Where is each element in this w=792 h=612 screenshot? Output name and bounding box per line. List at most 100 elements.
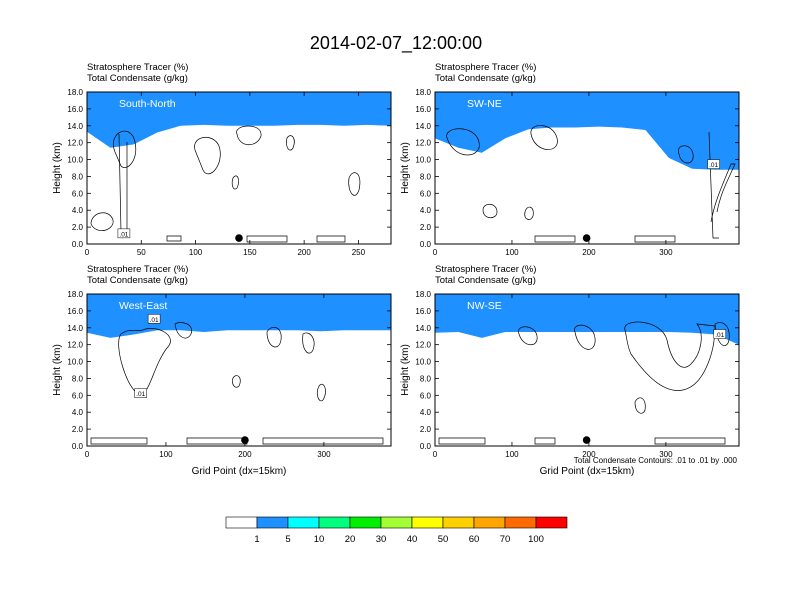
y-tick-label: 2.0 <box>72 425 84 434</box>
region-label: NW-SE <box>467 300 502 312</box>
colorbar-tick-label: 60 <box>469 534 480 545</box>
y-tick-label: 16.0 <box>415 105 431 114</box>
condensate-contour <box>534 437 556 445</box>
condensate-contour <box>446 128 480 156</box>
y-tick-label: 8.0 <box>420 374 432 383</box>
colorbar-tick-label: 70 <box>500 534 511 545</box>
contour-note: Total Condensate Contours: .01 to .01 by… <box>574 456 738 465</box>
panel-subtitle-field: Stratosphere Tracer (%) <box>435 62 536 73</box>
tracer-layer-1 <box>435 92 739 170</box>
y-tick-label: 4.0 <box>420 206 432 215</box>
condensate-contour <box>634 397 646 414</box>
condensate-contour <box>113 130 137 168</box>
location-marker <box>235 234 243 242</box>
panel-subtitle-contour: Total Condensate (g/kg) <box>87 73 188 84</box>
x-tick-label: 200 <box>297 248 311 257</box>
contour-label: .01 <box>709 162 718 169</box>
contour-label-box <box>707 159 720 169</box>
condensate-contour <box>118 328 171 395</box>
tracer-layer-1 <box>87 92 391 148</box>
colorbar: 1 5 10 20 30 40 50 60 70 100 <box>225 516 568 545</box>
panel-subtitle-contour: Total Condensate (g/kg) <box>435 73 536 84</box>
colorbar-swatch <box>535 516 568 529</box>
y-tick-label: 12.0 <box>415 139 431 148</box>
x-tick-label: 100 <box>505 248 519 257</box>
figure-title: 2014-02-07_12:00:00 <box>310 33 482 54</box>
colorbar-tick-label: 100 <box>528 534 544 545</box>
x-tick-label: 0 <box>433 450 438 459</box>
panel-south-north: .01 0 50 100 150 200 250 0.0 2.0 4.0 6.0 8.0 10.0 12.… <box>52 62 392 257</box>
plot-frame <box>86 91 392 245</box>
x-tick-label: 300 <box>659 450 673 459</box>
panel-subtitle-field: Stratosphere Tracer (%) <box>435 264 536 275</box>
colorbar-tick-label: 1 <box>254 534 259 545</box>
x-tick-label: 250 <box>352 248 366 257</box>
y-tick-label: 0.0 <box>72 240 84 249</box>
y-tick-label: 2.0 <box>420 223 432 232</box>
y-tick-label: 6.0 <box>420 391 432 400</box>
region-label: SW-NE <box>467 98 502 110</box>
condensate-contour <box>534 235 576 243</box>
y-tick-label: 10.0 <box>415 156 431 165</box>
panel-subtitle-contour: Total Condensate (g/kg) <box>435 275 536 286</box>
x-tick-label: 300 <box>659 248 673 257</box>
y-axis-label: Height (km) <box>400 344 411 396</box>
y-tick-label: 8.0 <box>72 172 84 181</box>
x-tick-label: 100 <box>505 450 519 459</box>
contour-label: .01 <box>715 332 724 339</box>
x-tick-label: 200 <box>582 248 596 257</box>
y-tick-label: 2.0 <box>72 223 84 232</box>
condensate-contour <box>714 322 730 347</box>
y-tick-label: 14.0 <box>67 122 83 131</box>
tracer-layer-1 <box>435 294 739 345</box>
panel-nw-se: .01 0 100 200 300 0.0 2.0 4.0 6.0 8.0 10.0 12.0 14.0… <box>400 264 740 477</box>
condensate-contour <box>316 235 346 243</box>
colorbar-swatch <box>504 516 537 529</box>
y-tick-label: 10.0 <box>67 156 83 165</box>
y-tick-label: 18.0 <box>67 290 83 299</box>
x-axis-label: Grid Point (dx=15km) <box>540 466 635 477</box>
y-tick-label: 14.0 <box>415 122 431 131</box>
condensate-contour <box>286 135 295 151</box>
colorbar-swatch <box>225 516 258 529</box>
x-tick-label: 0 <box>433 248 438 257</box>
colorbar-swatch <box>442 516 475 529</box>
colorbar-swatch <box>473 516 506 529</box>
location-marker <box>241 436 249 444</box>
y-axis-label: Height (km) <box>52 344 63 396</box>
condensate-contour <box>90 212 114 231</box>
location-marker <box>582 436 591 444</box>
y-tick-label: 16.0 <box>415 307 431 316</box>
colorbar-swatch <box>287 516 320 529</box>
condensate-contour <box>574 324 596 350</box>
y-tick-label: 14.0 <box>67 324 83 333</box>
y-tick-label: 18.0 <box>67 88 83 97</box>
contour-label: .01 <box>150 317 159 324</box>
y-tick-label: 0.0 <box>72 442 84 451</box>
x-tick-label: 200 <box>238 450 252 459</box>
y-tick-label: 16.0 <box>67 307 83 316</box>
colorbar-tick-label: 20 <box>345 534 356 545</box>
x-axis-label: Grid Point (dx=15km) <box>192 466 287 477</box>
y-axis-label: Height (km) <box>52 142 63 194</box>
colorbar-swatch <box>380 516 413 529</box>
colorbar-swatch <box>318 516 351 529</box>
contour-label-box <box>134 388 147 398</box>
condensate-contour <box>438 437 486 445</box>
y-tick-label: 6.0 <box>72 391 84 400</box>
colorbar-swatch <box>411 516 444 529</box>
condensate-contour <box>232 375 241 388</box>
region-label: West-East <box>119 300 167 312</box>
contour-label: .01 <box>136 391 145 398</box>
tracer-layer-1 <box>87 294 391 338</box>
y-tick-label: 16.0 <box>67 105 83 114</box>
x-tick-label: 150 <box>243 248 257 257</box>
condensate-contour <box>166 235 182 242</box>
y-tick-label: 8.0 <box>420 172 432 181</box>
colorbar-tick-label: 40 <box>407 534 418 545</box>
colorbar-tick-label: 5 <box>285 534 290 545</box>
condensate-contour <box>174 322 193 339</box>
panel-subtitle-contour: Total Condensate (g/kg) <box>87 275 188 286</box>
condensate-contour <box>246 235 288 243</box>
x-tick-label: 100 <box>159 450 173 459</box>
